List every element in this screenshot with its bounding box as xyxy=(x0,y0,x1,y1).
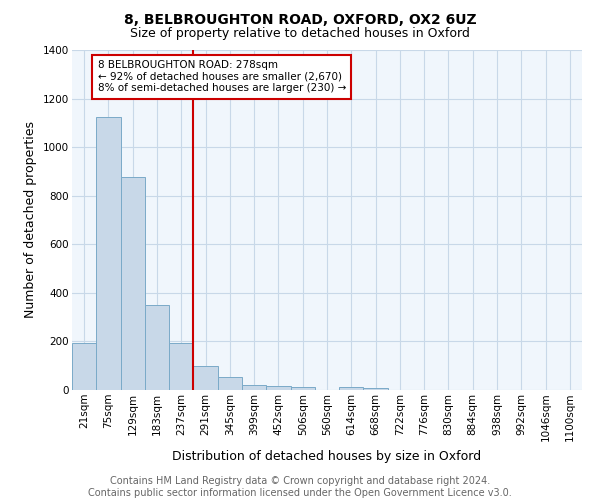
Bar xyxy=(242,384,266,390)
Bar xyxy=(218,377,242,390)
Bar xyxy=(193,366,218,390)
Bar xyxy=(339,387,364,390)
Bar xyxy=(266,386,290,390)
Text: Contains HM Land Registry data © Crown copyright and database right 2024.
Contai: Contains HM Land Registry data © Crown c… xyxy=(88,476,512,498)
Bar xyxy=(169,343,193,390)
Bar xyxy=(72,343,96,390)
Text: 8, BELBROUGHTON ROAD, OXFORD, OX2 6UZ: 8, BELBROUGHTON ROAD, OXFORD, OX2 6UZ xyxy=(124,12,476,26)
Text: 8 BELBROUGHTON ROAD: 278sqm
← 92% of detached houses are smaller (2,670)
8% of s: 8 BELBROUGHTON ROAD: 278sqm ← 92% of det… xyxy=(97,60,346,94)
Bar xyxy=(364,388,388,390)
X-axis label: Distribution of detached houses by size in Oxford: Distribution of detached houses by size … xyxy=(172,450,482,462)
Bar xyxy=(121,177,145,390)
Bar xyxy=(290,386,315,390)
Y-axis label: Number of detached properties: Number of detached properties xyxy=(25,122,37,318)
Bar xyxy=(145,305,169,390)
Text: Size of property relative to detached houses in Oxford: Size of property relative to detached ho… xyxy=(130,28,470,40)
Bar xyxy=(96,117,121,390)
